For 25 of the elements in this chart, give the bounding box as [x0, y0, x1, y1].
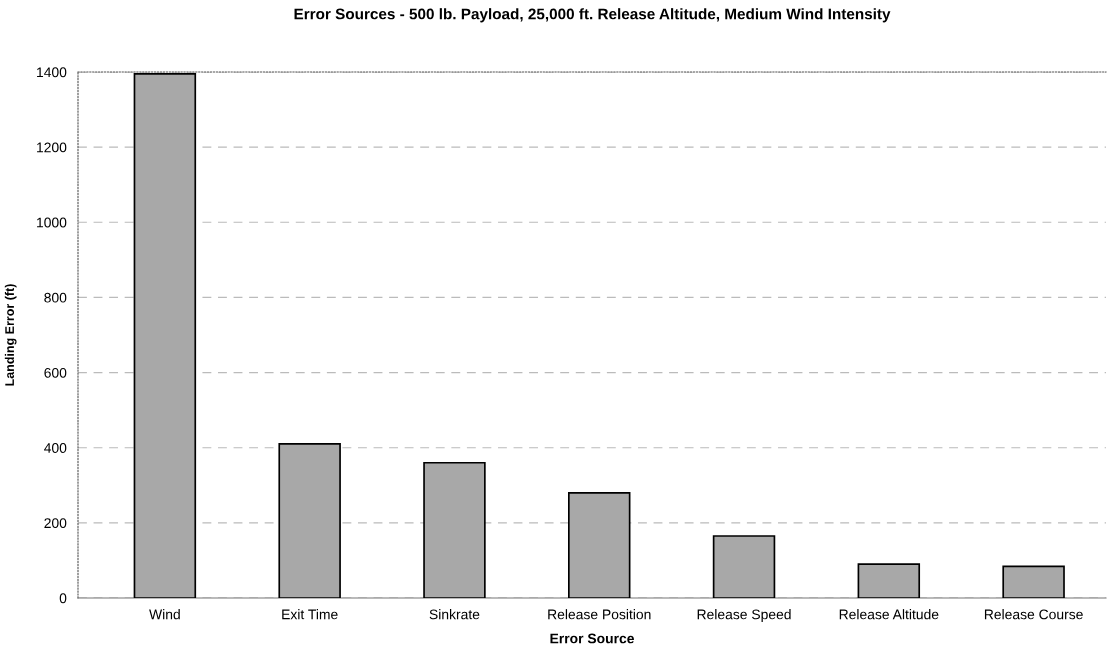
y-axis-title: Landing Error (ft) [4, 284, 17, 386]
bar [857, 563, 921, 598]
bar [278, 443, 341, 598]
bar [567, 491, 631, 598]
y-tick-label: 800 [44, 292, 67, 303]
x-tick-label: Release Position [548, 609, 651, 620]
x-tick-label: Exit Time [282, 609, 338, 620]
y-tick-label: 0 [59, 593, 67, 604]
y-tick-label: 400 [44, 443, 67, 453]
bar [133, 73, 197, 598]
y-tick-label: 1400 [37, 67, 67, 78]
x-tick-label: Wind [149, 609, 180, 620]
bar [712, 535, 776, 598]
x-axis-title: Error Source [550, 633, 634, 644]
x-tick-label: Release Course [984, 609, 1083, 620]
x-tick-label: Sinkrate [429, 609, 480, 620]
bar [1002, 565, 1065, 598]
bar [423, 461, 486, 598]
x-tick-label: Release Altitude [839, 609, 939, 620]
y-tick-label: 600 [44, 367, 67, 378]
y-tick-label: 1200 [37, 142, 67, 153]
y-tick-label: 200 [44, 518, 67, 529]
chart-title: Error Sources - 500 lb. Payload, 25,000 ft. Release Altitude, Medium Wind Intensity [294, 8, 891, 23]
y-tick-label: 1000 [37, 217, 67, 228]
x-tick-label: Release Speed [697, 609, 791, 623]
